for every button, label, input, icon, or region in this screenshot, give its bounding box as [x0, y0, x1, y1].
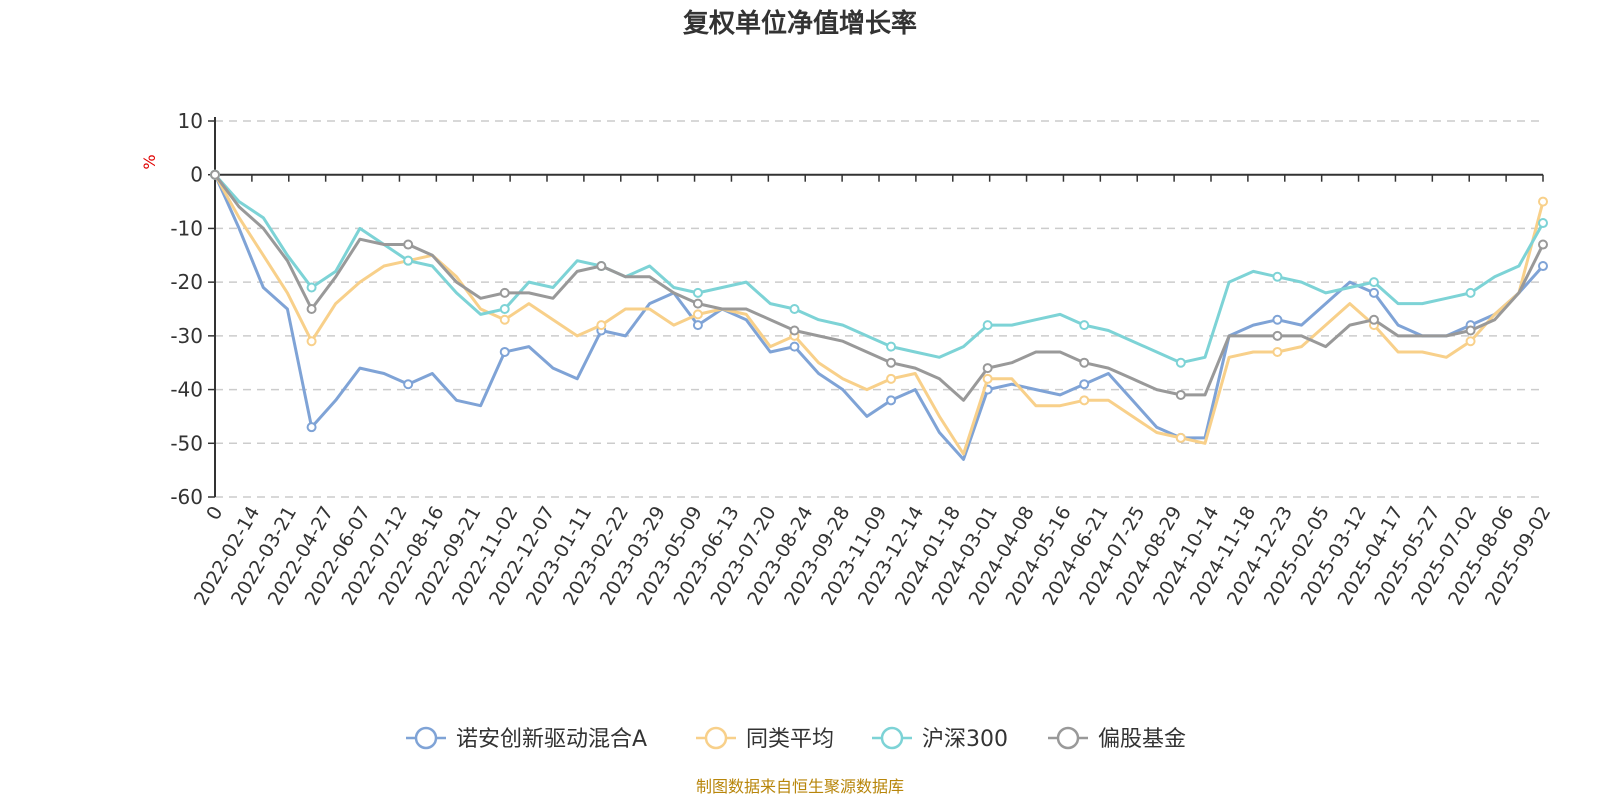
- legend-swatch-marker: [414, 726, 438, 750]
- legend-item-2[interactable]: 沪深300: [872, 726, 1008, 752]
- data-point: [1175, 432, 1186, 443]
- data-point: [403, 239, 414, 250]
- data-point: [210, 169, 220, 180]
- data-point: [1465, 287, 1476, 298]
- data-point: [789, 325, 800, 336]
- data-point: [306, 304, 317, 314]
- grid-lines: [215, 120, 1543, 498]
- data-point: [886, 395, 897, 406]
- chart-title: 复权单位净值增长率: [683, 8, 917, 39]
- y-tick-label: -20: [170, 270, 203, 294]
- data-point: [692, 287, 703, 298]
- x-axis-ticks: 02022-02-142022-03-212022-04-272022-06-0…: [190, 174, 1555, 609]
- data-point: [789, 341, 800, 352]
- data-point: [1175, 389, 1186, 400]
- y-axis-ticks: 10 0 -10 -20 -30 -40 -50 -60: [170, 109, 215, 509]
- series-lines: [210, 169, 1548, 461]
- data-point: [1538, 261, 1548, 272]
- data-point: [306, 282, 317, 293]
- legend[interactable]: 诺安创新驱动混合A 同类平均 沪深300 偏股基金: [406, 726, 1186, 752]
- y-tick-label: -60: [170, 485, 203, 509]
- legend-label: 沪深300: [922, 727, 1008, 752]
- legend-label: 诺安创新驱动混合A: [456, 727, 647, 752]
- legend-item-1[interactable]: 同类平均: [696, 726, 834, 752]
- data-point: [1175, 357, 1186, 368]
- legend-swatch-marker: [880, 726, 904, 750]
- data-point: [1079, 320, 1090, 331]
- data-point: [982, 320, 993, 331]
- y-tick-label: -30: [170, 324, 203, 348]
- y-tick-label: 10: [178, 109, 203, 133]
- data-point: [886, 357, 897, 368]
- data-point: [306, 422, 317, 433]
- data-point: [789, 304, 800, 314]
- data-point: [1465, 325, 1476, 336]
- legend-label: 同类平均: [746, 727, 834, 752]
- data-point: [403, 379, 414, 390]
- legend-item-3[interactable]: 偏股基金: [1048, 726, 1186, 752]
- data-point: [1538, 218, 1548, 229]
- data-point: [1272, 346, 1283, 357]
- data-point: [596, 261, 607, 272]
- data-point: [886, 373, 897, 384]
- data-point: [692, 298, 703, 309]
- series-line-3: [213, 173, 1545, 402]
- y-tick-label: -40: [170, 378, 203, 402]
- data-point: [1368, 287, 1379, 298]
- legend-label: 偏股基金: [1098, 727, 1186, 752]
- data-point: [692, 309, 703, 320]
- data-point: [1079, 395, 1090, 406]
- data-point: [1272, 314, 1283, 325]
- data-point: [596, 320, 607, 331]
- data-point: [1368, 314, 1379, 325]
- y-tick-label: 0: [190, 163, 203, 187]
- y-axis-unit: %: [140, 154, 159, 169]
- data-point: [403, 255, 414, 266]
- x-tick-label: 0: [202, 503, 227, 524]
- data-point: [982, 373, 993, 384]
- data-point: [1272, 271, 1283, 282]
- legend-swatch-marker: [704, 726, 728, 750]
- data-point: [499, 304, 510, 314]
- data-point: [306, 336, 317, 347]
- data-point: [1465, 336, 1476, 347]
- legend-item-0[interactable]: 诺安创新驱动混合A: [406, 726, 647, 752]
- series-line-1: [213, 173, 1545, 456]
- data-point: [1538, 239, 1548, 250]
- series-line-0: [213, 174, 1545, 461]
- data-point: [1079, 357, 1090, 368]
- data-point: [692, 320, 703, 331]
- data-point: [886, 341, 897, 352]
- data-point: [1368, 277, 1379, 288]
- series-line-2: [213, 173, 1545, 365]
- data-point: [1272, 330, 1283, 341]
- data-point: [1538, 196, 1548, 207]
- y-tick-label: -50: [170, 431, 203, 455]
- data-point: [499, 287, 510, 298]
- data-point: [1079, 379, 1090, 390]
- legend-swatch-marker: [1056, 726, 1080, 750]
- data-point: [499, 314, 510, 325]
- y-tick-label: -10: [170, 216, 203, 240]
- data-point: [982, 363, 993, 374]
- data-source-note: 制图数据来自恒生聚源数据库: [696, 777, 904, 796]
- data-point: [499, 346, 510, 357]
